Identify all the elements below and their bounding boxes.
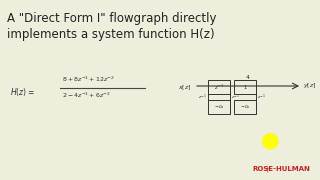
Text: $x[z]$: $x[z]$ [178, 84, 192, 92]
Text: A "Direct Form I" flowgraph directly: A "Direct Form I" flowgraph directly [7, 12, 217, 25]
Text: $4$: $4$ [245, 73, 251, 81]
Text: $-c_b$: $-c_b$ [240, 103, 250, 111]
Text: ROSE-HULMAN: ROSE-HULMAN [252, 166, 310, 172]
Text: $8 + 8z^{-1} + 12z^{-2}$: $8 + 8z^{-1} + 12z^{-2}$ [62, 75, 115, 84]
Text: $z^{-1}$: $z^{-1}$ [198, 92, 207, 102]
Text: †: † [266, 166, 270, 172]
Text: implements a system function H(z): implements a system function H(z) [7, 28, 215, 41]
Text: $1$: $1$ [243, 83, 247, 91]
Text: $-c_a$: $-c_a$ [214, 103, 224, 111]
Text: $z^{-1}$: $z^{-1}$ [257, 92, 266, 102]
Text: $2 - 4z^{-1} + 6z^{-2}$: $2 - 4z^{-1} + 6z^{-2}$ [62, 91, 111, 100]
Circle shape [263, 134, 278, 149]
Text: $H(z) =$: $H(z) =$ [10, 86, 35, 98]
Text: $y[z]$: $y[z]$ [303, 82, 316, 91]
Text: $z^{-1}$: $z^{-1}$ [214, 82, 224, 92]
Text: $z^{-1}$: $z^{-1}$ [231, 92, 240, 102]
